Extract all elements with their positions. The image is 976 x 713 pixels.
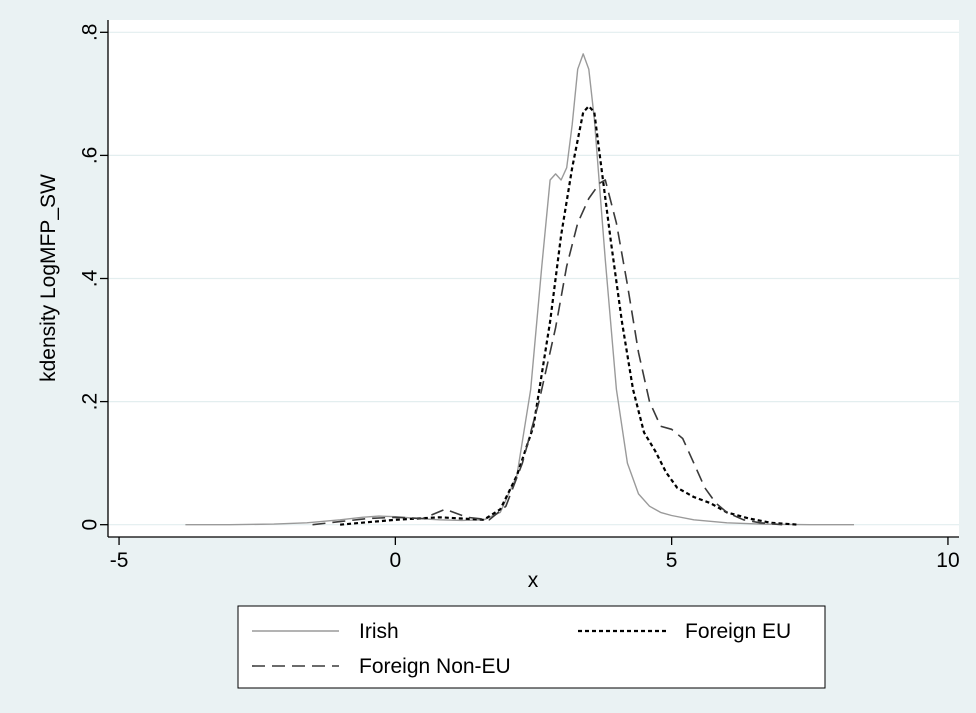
legend-label-irish: Irish [359, 620, 399, 643]
y-tick-label: 0 [79, 519, 102, 531]
legend-box [237, 605, 826, 689]
y-tick-label: .4 [79, 269, 102, 287]
series-line-irish [185, 53, 854, 526]
series-lines [185, 53, 854, 526]
x-tick-label: 0 [390, 549, 402, 572]
x-tick-label: 10 [936, 549, 959, 572]
legend-label-foreign-non-eu: Foreign Non-EU [359, 655, 511, 678]
y-tick-label: .2 [79, 393, 102, 411]
x-axis-title: x [528, 569, 539, 592]
legend-label-foreign-eu: Foreign EU [685, 620, 791, 643]
legend: Irish Foreign EU Foreign Non-EU [237, 605, 826, 689]
y-tick-label: .8 [79, 24, 102, 42]
x-tick-label: -5 [110, 549, 129, 572]
y-axis-title: kdensity LogMFP_SW [37, 174, 60, 382]
series-line-foreign-non-eu [312, 179, 783, 526]
y-tick-label: .6 [79, 147, 102, 165]
series-line-foreign-eu [340, 105, 799, 526]
tick-marks [100, 31, 949, 545]
x-tick-label: 5 [666, 549, 678, 572]
